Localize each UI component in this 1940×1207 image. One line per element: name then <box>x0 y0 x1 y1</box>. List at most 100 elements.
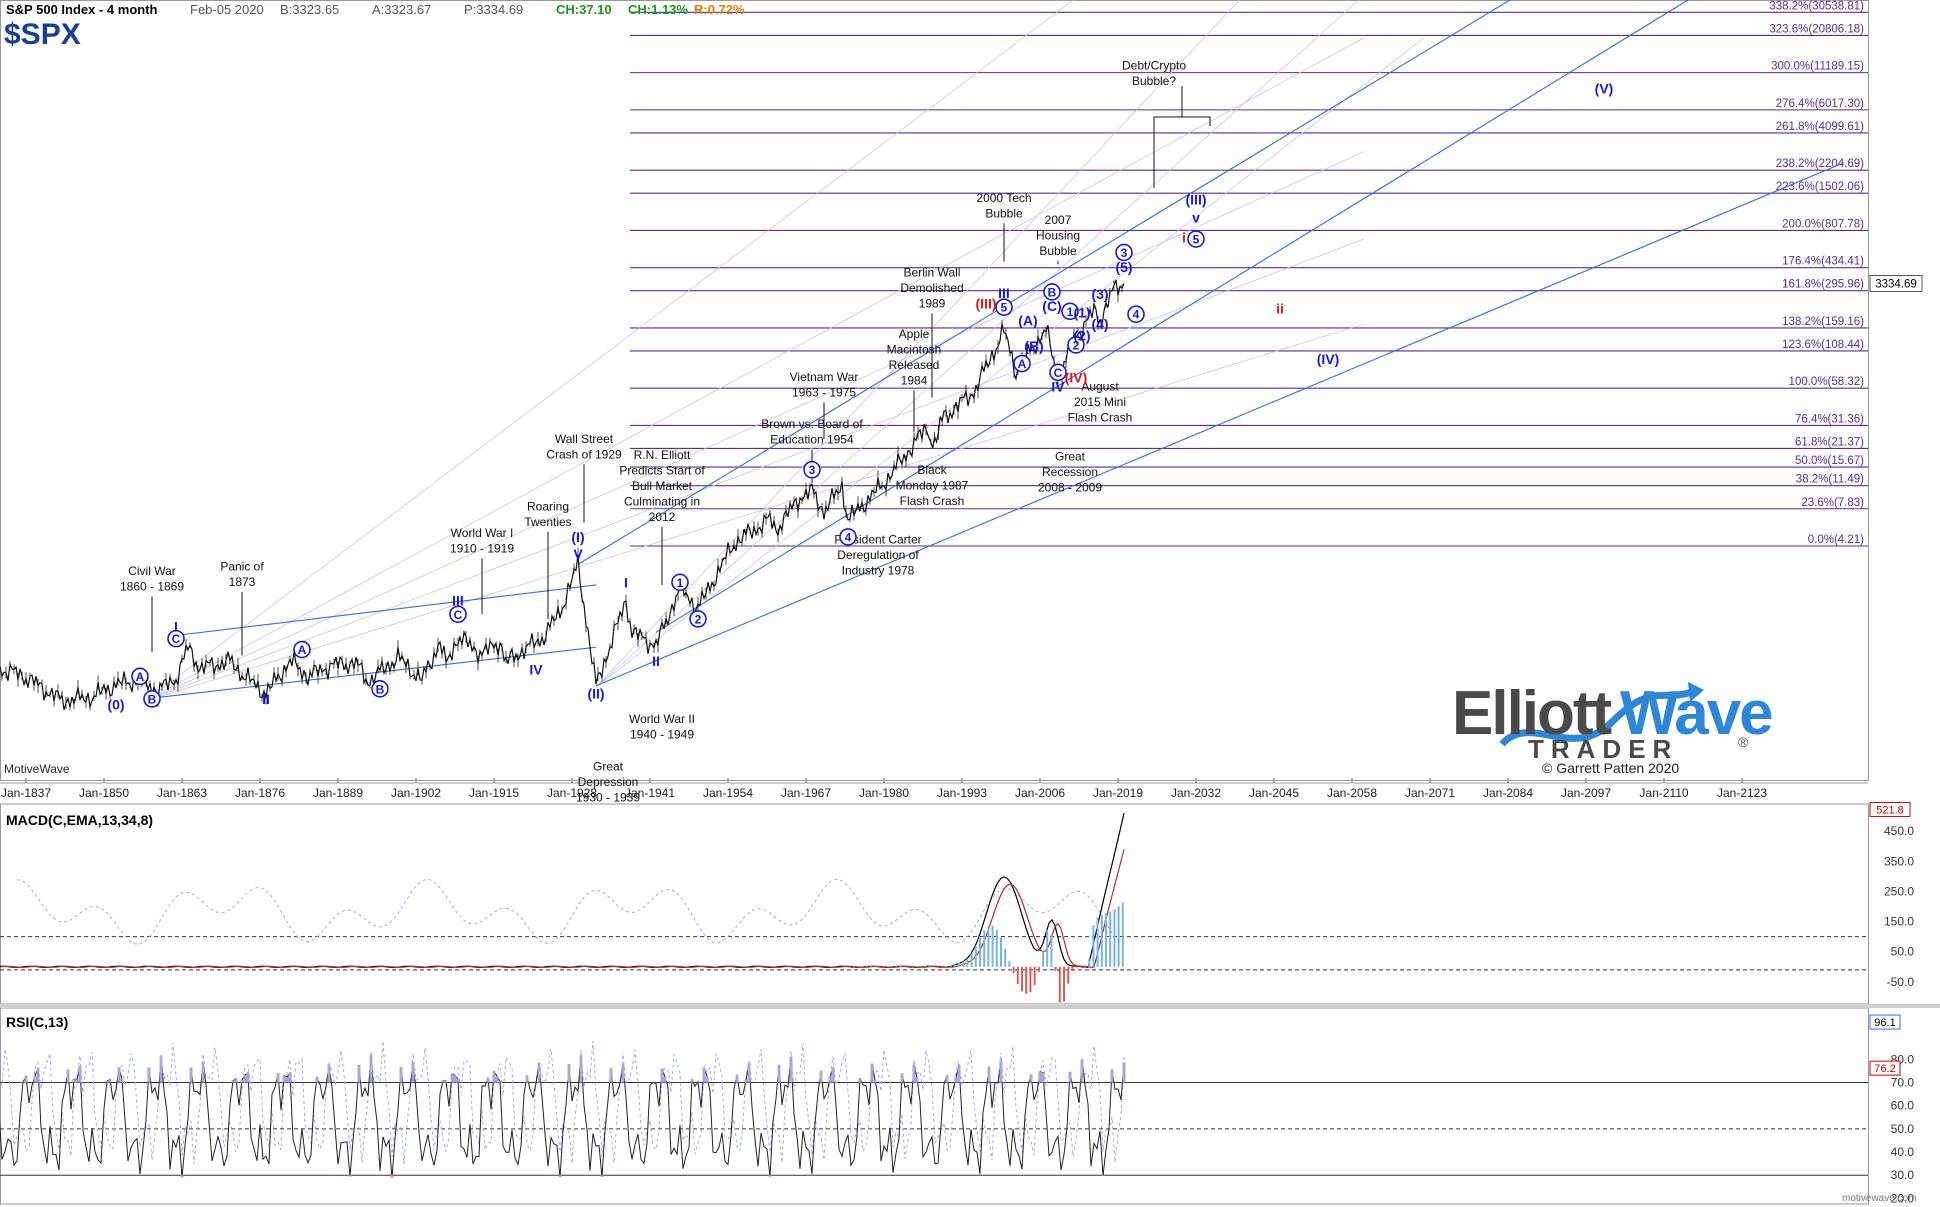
time-axis-label: Jan-1837 <box>1 786 51 800</box>
rsi-tag-box-2 <box>1869 1060 1901 1076</box>
time-axis-label: Jan-1993 <box>937 786 987 800</box>
annotation-text: 2008 - 2009 <box>1038 480 1102 494</box>
wave-labels: (0) BACIIIABCIIIIVV(I)(II)III12345III(III… <box>107 80 1613 712</box>
wave-label-circle <box>1061 302 1079 321</box>
time-axis-label: Jan-1850 <box>79 786 129 800</box>
fib-label: 0.0%(4.21) <box>1808 534 1864 546</box>
chart-title: S&P 500 Index - 4 month <box>6 2 158 17</box>
annotation-text: Civil War <box>128 564 176 578</box>
wave-label-circle <box>1115 243 1133 262</box>
fib-label: 100.0%(58.32) <box>1789 376 1865 388</box>
annotation-text: 2007 <box>1045 213 1072 227</box>
wave-label: (C) <box>1042 298 1061 314</box>
annotation-text: Demolished <box>900 281 963 295</box>
wave-label: IV <box>1051 379 1065 395</box>
macd-line <box>0 813 1125 969</box>
wave-label: (III) <box>976 295 997 311</box>
annotation-text: Flash Crash <box>900 494 965 508</box>
channel-line <box>175 584 597 636</box>
time-axis-label: Jan-2097 <box>1561 786 1611 800</box>
fib-label: 123.6%(108.44) <box>1782 339 1864 351</box>
annotation-text: 1984 <box>901 373 928 387</box>
time-axis-label: Jan-1928 <box>547 786 597 800</box>
channel-line <box>577 0 1511 565</box>
time-axis-label: Jan-1889 <box>313 786 363 800</box>
price-series <box>0 279 1125 711</box>
annotation-text: Bubble <box>985 206 1023 220</box>
time-axis-label: Jan-1967 <box>781 786 831 800</box>
time-axis-label: Jan-1902 <box>391 786 441 800</box>
time-axis-label: Jan-2032 <box>1171 786 1221 800</box>
rsi-axis-label: 20.0 <box>1891 1191 1915 1205</box>
rsi-line <box>0 1054 1125 1179</box>
wave-label: 2 <box>695 612 702 626</box>
wave-label: 3 <box>1121 246 1128 260</box>
annotation-text: Apple <box>899 327 930 341</box>
source-label: MotiveWave <box>4 762 70 776</box>
fib-label: 338.2%(30538.81) <box>1769 0 1864 12</box>
time-axis: Jan-1837 Jan-1850 Jan-1863 Jan-1876 Jan-1889… <box>1 778 1767 800</box>
wave-label: III <box>452 592 464 608</box>
channel-line <box>655 0 1690 633</box>
header-price: P:3334.69 <box>464 2 524 17</box>
annotation-text: 2000 Tech <box>976 191 1031 205</box>
header-range: R:0.72% <box>694 2 745 17</box>
annotation-text: Education 1954 <box>770 433 854 447</box>
macd-axis-label: 350.0 <box>1884 854 1914 868</box>
macd-axis-label: 250.0 <box>1884 884 1914 898</box>
macd-panel-title: MACD(C,EMA,13,34,8) <box>6 812 154 828</box>
annotation-text: Great <box>593 760 624 774</box>
fib-label: 61.8%(21.37) <box>1795 436 1864 448</box>
ticker-symbol: $SPX <box>4 18 81 51</box>
annotation-text: Monday 1987 <box>896 478 969 492</box>
time-axis-label: Jan-2058 <box>1327 786 1377 800</box>
wave-label-circle <box>1187 230 1205 248</box>
annotation-text: Wall Street <box>555 432 614 446</box>
annotation-text: World War II <box>629 712 695 726</box>
annotation-text: Crash of 1929 <box>546 447 622 461</box>
macd-axis-label: 150.0 <box>1884 915 1914 929</box>
fan-lines <box>145 0 1425 702</box>
time-axis-label: Jan-2071 <box>1405 786 1455 800</box>
annotation-text: 1873 <box>229 575 256 589</box>
rsi-axis-label: 60.0 <box>1891 1099 1915 1113</box>
wave-label-circle <box>689 610 707 628</box>
wave-label: B <box>148 692 157 706</box>
macd-tag-value: 521.8 <box>1876 804 1904 816</box>
annotation-text: Recession <box>1042 465 1098 479</box>
wave-label: (5) <box>1115 259 1132 275</box>
time-axis-label: Jan-2045 <box>1249 786 1299 800</box>
fib-label: 276.4%(6017.30) <box>1776 98 1864 110</box>
macd-axis-label: 50.0 <box>1891 945 1915 959</box>
fan-line <box>145 323 1365 702</box>
wave-label: 4 <box>845 530 852 544</box>
wave-label-circle <box>995 298 1013 316</box>
logo-swoosh-icon <box>1499 682 1704 747</box>
wave-label: (II) <box>587 686 604 702</box>
fan-line <box>145 238 1365 702</box>
annotation-text: 1963 - 1975 <box>792 385 856 399</box>
fib-levels: 0.0%(4.21) 23.6%(7.83) 38.2%(11.49) 50.0%(1… <box>630 0 1868 547</box>
elliott-wave-trader-logo: Elliott Wave TRADER ® <box>1452 672 1774 764</box>
fib-label: 161.8%(295.96) <box>1782 279 1864 291</box>
time-axis-label: Jan-2019 <box>1093 786 1143 800</box>
wave-label: C <box>454 608 463 622</box>
macd-tag-box <box>1869 801 1911 817</box>
fib-label: 38.2%(11.49) <box>1796 474 1864 486</box>
annotation-text: Great <box>1055 449 1086 463</box>
rsi-axis-label: 70.0 <box>1891 1076 1915 1090</box>
wave-label: A <box>298 643 307 657</box>
rsi-panel-title: RSI(C,13) <box>6 1014 69 1030</box>
wave-label: (IV) <box>1317 351 1340 367</box>
wave-label: (2) <box>1073 328 1090 344</box>
wave-label: (4) <box>1091 316 1108 332</box>
wave-label-circle <box>1067 336 1085 354</box>
annotation-text: Depression <box>578 775 639 789</box>
annotation-text: Vietnam War <box>790 370 859 384</box>
time-axis-label: Jan-1915 <box>469 786 519 800</box>
time-axis-label: Jan-2123 <box>1717 786 1767 800</box>
header-change-pct: CH:1.13% <box>628 2 688 17</box>
wave-label: C <box>172 632 181 646</box>
time-axis-label: Jan-1876 <box>235 786 285 800</box>
